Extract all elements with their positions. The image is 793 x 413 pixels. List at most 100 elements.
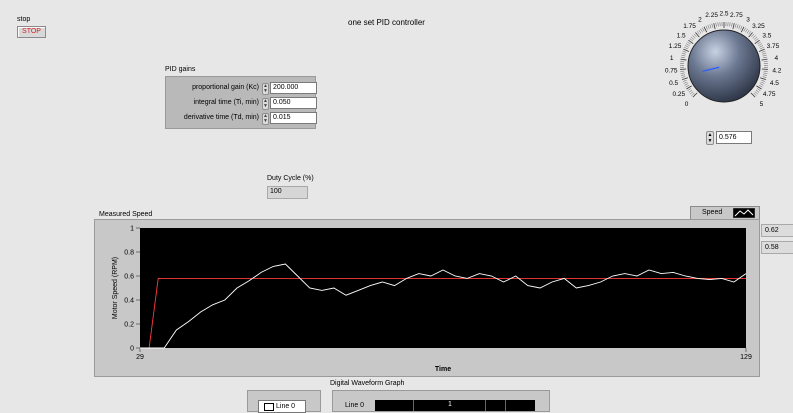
knob-tick (730, 22, 731, 26)
knob-tick (681, 75, 685, 76)
knob-scale-label: 3.5 (762, 32, 771, 39)
y-tick-label: 0.2 (124, 322, 134, 329)
knob-tick (716, 23, 717, 27)
duty-cycle-label: Duty Cycle (%) (267, 175, 314, 182)
y-tick-label: 0 (130, 346, 134, 353)
knob-tick (690, 91, 693, 94)
pid-gains-title: PID gains (165, 66, 195, 73)
knob-scale-label: 0 (685, 101, 689, 108)
knob-scale-label: 0.75 (665, 68, 678, 75)
knob-scale-label: 3.75 (767, 43, 780, 50)
ti-spinner-icon[interactable]: ▲▼ (262, 98, 269, 110)
knob-scale-label: 0.5 (669, 80, 678, 87)
knob-scale-label: 3 (746, 16, 750, 23)
knob-tick (754, 93, 757, 96)
knob-tick (689, 90, 692, 92)
pid-row-kc: proportional gain (Kc) ▲▼ 200.000 (166, 82, 315, 95)
knob-value-input[interactable]: 0.576 (716, 131, 752, 144)
knob-scale-label: 1 (670, 55, 674, 62)
td-input[interactable]: 0.015 (270, 112, 317, 124)
knob-tick (763, 73, 767, 74)
knob-tick (708, 25, 709, 29)
ti-label: integral time (Ti, min) (194, 99, 259, 106)
knob-tick (762, 51, 766, 52)
digital-legend-item[interactable]: Line 0 (258, 400, 306, 413)
knob-tick (760, 47, 764, 49)
pid-row-ti: integral time (Ti, min) ▲▼ 0.050 (166, 97, 315, 110)
knob-tick (739, 25, 740, 29)
digital-waveform-graph: Line 0 1 (332, 390, 550, 412)
knob-scale-label: 1.75 (683, 23, 696, 30)
knob-tick (704, 27, 707, 32)
knob-tick (681, 55, 685, 56)
knob-scale-label: 4.2 (772, 68, 781, 75)
knob-tick (756, 90, 759, 92)
knob-tick (744, 28, 746, 31)
knob-tick (747, 30, 749, 33)
cursor-value-1: 0.62 (761, 224, 793, 237)
knob-tick (757, 88, 760, 90)
knob-scale-label: 4.5 (770, 80, 779, 87)
x-tick-label: 29 (136, 354, 144, 361)
knob-tick (706, 26, 708, 30)
knob-dial[interactable] (688, 30, 760, 102)
kc-label: proportional gain (Kc) (192, 84, 259, 91)
knob-tick (685, 85, 689, 87)
knob-scale-label: 2.75 (730, 12, 743, 19)
knob-scale-label: 2.25 (705, 12, 718, 19)
knob-tick (763, 75, 767, 76)
knob-tick (761, 82, 765, 84)
digital-plot-area: 1 (375, 400, 535, 411)
legend-line-icon (733, 208, 755, 218)
knob-tick (749, 31, 751, 34)
kc-input[interactable]: 200.000 (270, 82, 317, 94)
knob-scale-label: 1.5 (677, 32, 686, 39)
knob-tick (741, 27, 744, 32)
knob-tick (691, 93, 694, 96)
kc-spinner-icon[interactable]: ▲▼ (262, 83, 269, 95)
knob-spinner-icon[interactable]: ▲▼ (706, 131, 714, 145)
knob-tick (712, 24, 713, 28)
knob-tick (731, 23, 732, 27)
y-tick-label: 0.6 (124, 274, 134, 281)
knob-scale-label: 2 (698, 16, 702, 23)
knob-tick (686, 44, 689, 46)
knob-tick (755, 91, 758, 94)
knob-tick (710, 24, 711, 28)
knob-tick (688, 88, 691, 90)
digital-legend-panel[interactable]: Line 0 (247, 390, 321, 412)
knob-tick (697, 31, 699, 34)
graph-title: Measured Speed (99, 211, 152, 218)
knob-scale-label: 2.5 (719, 11, 728, 18)
plot-area (140, 228, 746, 348)
cursor-value-2: 0.58 (761, 241, 793, 254)
y-tick-label: 0.8 (124, 250, 134, 257)
knob-tick (682, 53, 686, 54)
digital-column-label: 1 (448, 401, 452, 408)
knob-tick (681, 59, 687, 60)
knob-tick (754, 37, 757, 40)
ti-input[interactable]: 0.050 (270, 97, 317, 109)
knob-tick (760, 78, 766, 80)
knob-tick (737, 24, 738, 28)
y-tick-label: 1 (130, 226, 134, 233)
knob-tick (763, 57, 767, 58)
knob-tick (694, 34, 697, 37)
digital-waveform-title: Digital Waveform Graph (330, 380, 404, 387)
knob-scale-label: 5 (760, 101, 764, 108)
x-axis-label: Time (435, 366, 451, 373)
td-spinner-icon[interactable]: ▲▼ (262, 113, 269, 125)
knob-tick (760, 84, 764, 86)
stop-button[interactable]: STOP (17, 26, 46, 38)
knob-tick (700, 29, 702, 32)
knob-tick (699, 30, 701, 33)
knob-tick (702, 28, 704, 31)
knob-tick (735, 24, 736, 28)
knob-tick (683, 49, 689, 51)
knob-scale-label: 0.25 (672, 91, 685, 98)
knob-tick (714, 23, 715, 29)
pid-gains-cluster: proportional gain (Kc) ▲▼ 200.000 integr… (165, 76, 316, 129)
